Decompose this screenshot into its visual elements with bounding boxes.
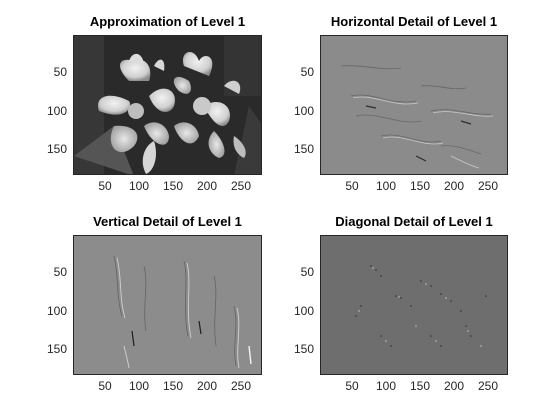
xtick-label: 50 xyxy=(345,379,359,393)
ytick-label: 150 xyxy=(46,142,67,156)
xtick-label: 100 xyxy=(128,179,150,193)
horizontal-detail-image xyxy=(320,35,508,175)
xtick-label: 200 xyxy=(196,179,218,193)
xtick-label: 250 xyxy=(230,179,252,193)
xtick-label: 50 xyxy=(98,379,112,393)
axes-title: Approximation of Level 1 xyxy=(89,14,246,29)
ytick-label: 50 xyxy=(300,65,314,79)
ytick-label: 150 xyxy=(293,142,314,156)
xtick-label: 100 xyxy=(375,379,397,393)
xtick-label: 150 xyxy=(162,379,184,393)
xtick-label: 200 xyxy=(443,179,465,193)
xtick-label: 250 xyxy=(477,379,499,393)
flower-grayscale-image xyxy=(74,36,261,174)
approximation-image xyxy=(73,35,262,175)
xtick-label: 50 xyxy=(345,179,359,193)
xtick-label: 150 xyxy=(409,179,431,193)
ytick-label: 150 xyxy=(46,342,67,356)
axes-title: Diagonal Detail of Level 1 xyxy=(335,214,493,229)
xtick-label: 50 xyxy=(98,179,112,193)
ytick-label: 150 xyxy=(293,342,314,356)
xtick-label: 150 xyxy=(409,379,431,393)
detail-edges xyxy=(74,236,261,374)
ytick-label: 50 xyxy=(53,65,67,79)
ytick-label: 100 xyxy=(46,304,67,318)
axes-approximation[interactable]: Approximation of Level 1 xyxy=(47,14,262,193)
axes-horizontal-detail[interactable]: Horizontal Detail of Level 1 xyxy=(294,14,508,193)
detail-edges xyxy=(321,236,507,374)
ytick-label: 100 xyxy=(293,304,314,318)
xtick-label: 250 xyxy=(230,379,252,393)
detail-edges xyxy=(321,36,507,174)
diagonal-detail-image xyxy=(320,235,508,375)
ytick-label: 100 xyxy=(293,104,314,118)
axes-title: Vertical Detail of Level 1 xyxy=(93,214,242,229)
ytick-label: 100 xyxy=(46,104,67,118)
xtick-label: 100 xyxy=(128,379,150,393)
axes-diagonal-detail[interactable]: Diagonal Detail of Level 1 xyxy=(294,214,508,393)
xtick-label: 200 xyxy=(196,379,218,393)
xtick-label: 250 xyxy=(477,179,499,193)
ytick-label: 50 xyxy=(300,265,314,279)
ytick-label: 50 xyxy=(53,265,67,279)
axes-vertical-detail[interactable]: Vertical Detail of Level 1 xyxy=(47,214,262,393)
vertical-detail-image xyxy=(73,235,262,375)
axes-title: Horizontal Detail of Level 1 xyxy=(330,14,498,29)
xtick-label: 100 xyxy=(375,179,397,193)
xtick-label: 150 xyxy=(162,179,184,193)
xtick-label: 200 xyxy=(443,379,465,393)
